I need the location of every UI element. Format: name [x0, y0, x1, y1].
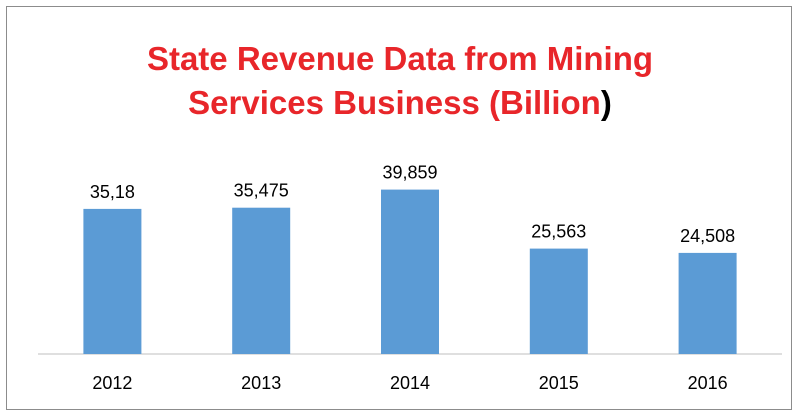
chart-title-line-2-text: Services Business (Billion: [188, 84, 601, 121]
x-tick-label-2012: 2012: [92, 373, 132, 393]
chart-title-line-1: State Revenue Data from Mining: [146, 40, 654, 77]
chart-title-close-paren: ): [600, 84, 612, 121]
bar-2015: [529, 248, 588, 354]
bar-2016: [678, 252, 737, 354]
chart-title: State Revenue Data from Mining Services …: [7, 37, 793, 125]
x-tick-label-2013: 2013: [241, 373, 281, 393]
bar-2013: [232, 207, 291, 354]
data-label-2016: 24,508: [680, 226, 735, 246]
bar-2014: [381, 189, 439, 354]
x-tick-label-2016: 2016: [688, 373, 728, 393]
x-tick-label-2014: 2014: [390, 373, 430, 393]
x-tick-label-2015: 2015: [539, 373, 579, 393]
data-label-2015: 25,563: [531, 222, 586, 242]
data-label-2012: 35,18: [90, 182, 135, 202]
data-label-2014: 39,859: [382, 163, 437, 183]
bar-2012: [83, 208, 142, 354]
data-label-2013: 35,475: [234, 181, 289, 201]
chart-title-line-2: Services Business (Billion): [7, 81, 793, 125]
